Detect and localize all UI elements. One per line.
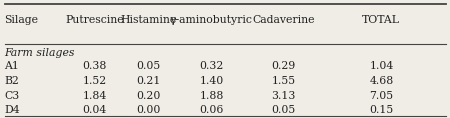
Text: 0.05: 0.05 — [136, 61, 161, 71]
Text: Histamine: Histamine — [121, 15, 176, 25]
Text: 0.00: 0.00 — [136, 105, 161, 115]
Text: 1.88: 1.88 — [199, 91, 224, 101]
Text: 0.04: 0.04 — [82, 105, 107, 115]
Text: TOTAL: TOTAL — [362, 15, 400, 25]
Text: Farm silages: Farm silages — [4, 48, 75, 58]
Text: Cadaverine: Cadaverine — [252, 15, 315, 25]
Text: 0.32: 0.32 — [199, 61, 224, 71]
Text: D4: D4 — [4, 105, 20, 115]
Text: 0.06: 0.06 — [199, 105, 224, 115]
Text: A1: A1 — [4, 61, 19, 71]
Text: 1.84: 1.84 — [82, 91, 107, 101]
Text: B2: B2 — [4, 76, 19, 86]
Text: 1.04: 1.04 — [369, 61, 393, 71]
Text: 0.05: 0.05 — [271, 105, 296, 115]
Text: 7.05: 7.05 — [369, 91, 393, 101]
Text: 0.15: 0.15 — [369, 105, 393, 115]
Text: C3: C3 — [4, 91, 20, 101]
Text: 0.21: 0.21 — [136, 76, 161, 86]
Text: 1.40: 1.40 — [199, 76, 224, 86]
Text: 0.38: 0.38 — [82, 61, 107, 71]
Text: 4.68: 4.68 — [369, 76, 393, 86]
Text: 0.29: 0.29 — [271, 61, 296, 71]
Text: 0.20: 0.20 — [136, 91, 161, 101]
Text: 1.55: 1.55 — [271, 76, 296, 86]
Text: γ-aminobutyric: γ-aminobutyric — [170, 15, 253, 25]
Text: 3.13: 3.13 — [271, 91, 296, 101]
Text: Putrescine: Putrescine — [65, 15, 124, 25]
Text: Silage: Silage — [4, 15, 39, 25]
Text: 1.52: 1.52 — [82, 76, 107, 86]
